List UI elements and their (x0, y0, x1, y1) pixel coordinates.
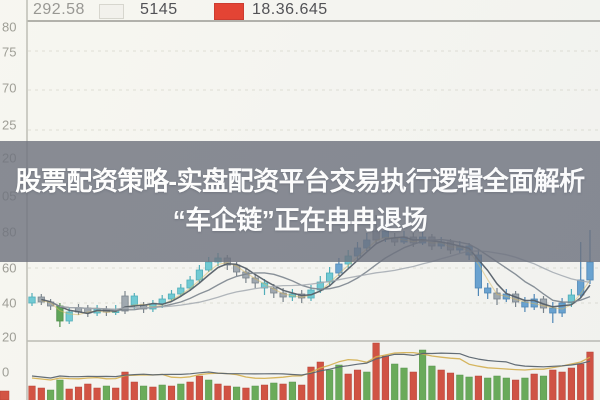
candle-body (484, 287, 492, 294)
candle-body (549, 307, 557, 314)
legend-value-1: 5145 (140, 1, 178, 18)
volume-bar (391, 363, 399, 400)
volume-bar (121, 371, 129, 400)
headline-line-2: “车企链”正在冉冉退场 (172, 205, 428, 235)
volume-bar (335, 364, 343, 400)
volume-bar (74, 386, 83, 400)
volume-bar (56, 379, 64, 400)
volume-bar (353, 369, 362, 400)
volume-bar (372, 342, 380, 400)
volume-bar (37, 387, 45, 400)
y-axis-label: 60 (2, 260, 17, 276)
volume-bar (205, 379, 213, 400)
headline-overlay: 股票配资策略-实盘配资平台交易执行逻辑全面解析 “车企链”正在冉冉退场 (0, 141, 600, 262)
volume-bar (288, 381, 296, 400)
candle-body (167, 293, 176, 300)
volume-bar (195, 375, 203, 400)
candle-body (65, 311, 73, 322)
volume-bar (270, 382, 278, 400)
candle-body (205, 261, 213, 271)
y-axis-label: 80 (2, 19, 17, 35)
volume-bar (279, 383, 287, 400)
volume-bar (186, 381, 194, 400)
volume-bar (437, 369, 445, 400)
volume-bar (167, 385, 176, 400)
volume-bar (558, 371, 566, 400)
price-readout: 292.58 (33, 1, 85, 18)
volume-bar (233, 386, 241, 400)
volume-bar (409, 371, 417, 400)
volume-bar (177, 383, 185, 400)
volume-bar (149, 386, 157, 400)
volume-bar (474, 375, 482, 400)
volume-bar-edge (0, 390, 10, 400)
volume-bar (28, 385, 36, 400)
volume-bar (140, 385, 148, 400)
volume-bar (512, 379, 520, 400)
volume-bar (577, 363, 585, 400)
candle-body (316, 281, 324, 291)
volume-bar (502, 377, 510, 400)
volume-bar (419, 349, 427, 400)
volume-bar (93, 387, 101, 400)
y-axis-label: 70 (2, 80, 17, 96)
volume-bar (344, 373, 352, 400)
volume-bar (47, 389, 55, 400)
volume-bar (567, 367, 575, 400)
volume-bar (214, 383, 222, 400)
candle-body (335, 263, 343, 274)
volume-bar (465, 376, 473, 400)
volume-bar (223, 385, 231, 400)
legend-swatch-red (214, 3, 244, 20)
chart-header: 292.58 5145 18.36.645 (0, 0, 600, 21)
candle-body (279, 292, 287, 298)
candle-body (130, 295, 138, 306)
volume-bar (539, 375, 548, 400)
candle-body (177, 287, 185, 295)
candle-body (28, 296, 36, 304)
volume-bar (428, 365, 436, 400)
volume-bar (316, 361, 324, 400)
volume-bar (493, 375, 501, 400)
candle-body (493, 292, 501, 300)
volume-bar (84, 383, 92, 400)
volume-bar (400, 367, 408, 400)
volume-bar (586, 351, 594, 400)
volume-bar (158, 384, 166, 400)
volume-bar (298, 384, 306, 400)
volume-bar (112, 387, 120, 400)
volume-bar (549, 369, 557, 400)
volume-ma-dark (31, 352, 591, 379)
volume-bar (242, 387, 250, 400)
y-axis-label: 25 (2, 117, 17, 133)
y-axis-label: 0 (2, 364, 10, 380)
price-ma-mid (50, 238, 591, 312)
headline-line-1: 股票配资策略-实盘配资平台交易执行逻辑全面解析 (15, 166, 585, 197)
volume-bar (446, 372, 455, 400)
volume-bar (102, 385, 110, 400)
volume-bar (363, 371, 371, 400)
volume-bar (260, 384, 269, 400)
volume-bar (130, 381, 138, 400)
candle-body (586, 261, 594, 281)
legend-value-2: 18.36.645 (252, 1, 328, 18)
volume-bar (521, 377, 529, 400)
price-ma-short (41, 236, 591, 315)
volume-bar (65, 388, 73, 400)
y-axis-label: 75 (2, 44, 17, 60)
candle-body (121, 295, 129, 312)
y-axis-label: 20 (2, 329, 17, 345)
volume-bar (456, 374, 464, 400)
volume-bar (251, 385, 259, 400)
volume-bar (484, 377, 492, 400)
candle-body (577, 279, 585, 296)
candle-body (567, 294, 576, 304)
volume-bar (307, 366, 315, 400)
legend-swatch-light (99, 4, 124, 19)
y-axis-label: 40 (2, 295, 17, 311)
volume-bar (326, 369, 334, 400)
volume-bar (530, 373, 538, 400)
volume-bar (381, 355, 389, 400)
